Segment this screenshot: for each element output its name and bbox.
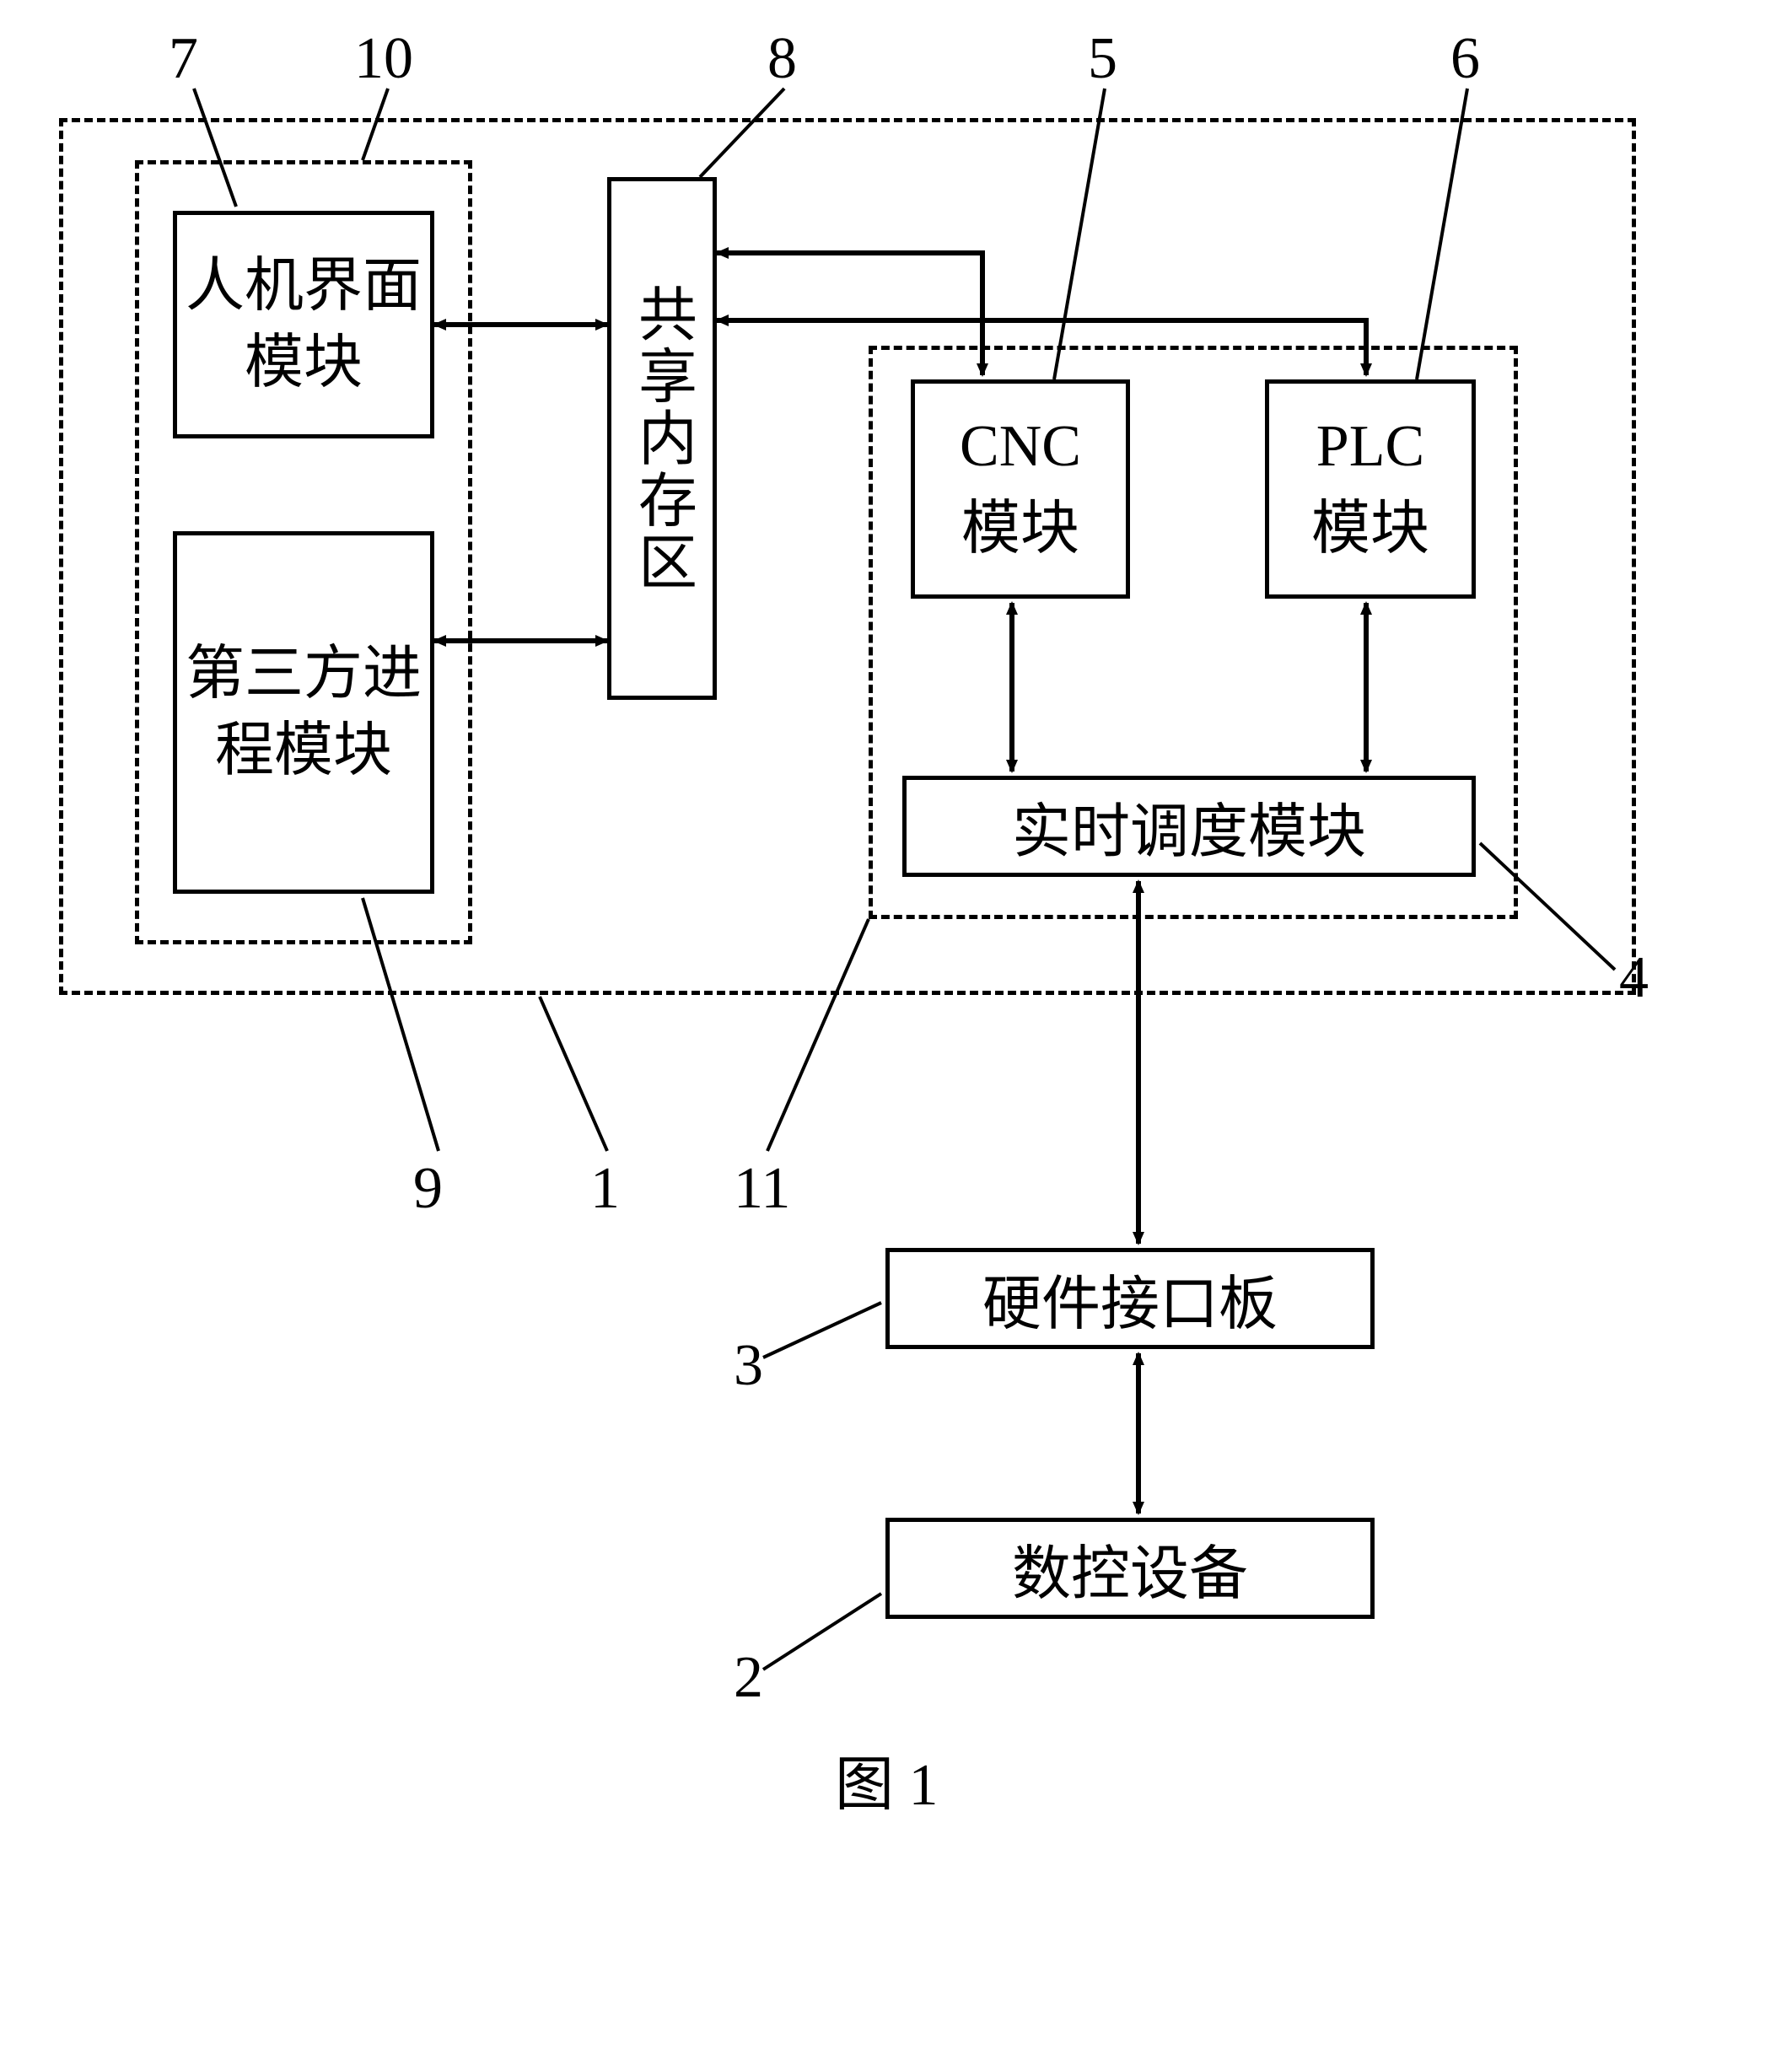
callout-4: 4	[1619, 944, 1649, 1012]
hwif-block: 硬件接口板	[885, 1248, 1375, 1349]
callout-11: 11	[734, 1155, 790, 1223]
shared-memory-block: 共享内存区	[607, 177, 717, 700]
callout-3: 3	[734, 1332, 763, 1400]
ncdev-block: 数控设备	[885, 1518, 1375, 1619]
callout-7: 7	[169, 25, 198, 93]
ncdev-label: 数控设备	[1012, 1526, 1248, 1611]
callout-5: 5	[1088, 25, 1117, 93]
plc-label: PLC 模块	[1311, 413, 1429, 566]
shared-memory-label: 共享内存区	[620, 283, 705, 594]
figure-caption: 图 1	[835, 1737, 939, 1822]
callout-9: 9	[413, 1155, 443, 1223]
cnc-label: CNC 模块	[960, 413, 1081, 566]
plc-block: PLC 模块	[1265, 379, 1476, 599]
hmi-block: 人机界面模块	[173, 211, 434, 438]
callout-10: 10	[354, 25, 413, 93]
rtsched-label: 实时调度模块	[1012, 784, 1366, 869]
cnc-block: CNC 模块	[911, 379, 1130, 599]
callout-6: 6	[1450, 25, 1480, 93]
callout-2: 2	[734, 1644, 763, 1712]
rtsched-block: 实时调度模块	[902, 776, 1476, 877]
hwif-label: 硬件接口板	[982, 1256, 1278, 1341]
callout-8: 8	[767, 25, 797, 93]
third-party-label: 第三方进程模块	[186, 636, 422, 789]
hmi-label: 人机界面模块	[186, 248, 422, 401]
callout-1: 1	[590, 1155, 620, 1223]
third-party-block: 第三方进程模块	[173, 531, 434, 894]
diagram-canvas: 人机界面模块 第三方进程模块 共享内存区 CNC 模块 PLC 模块 实时调度模…	[0, 0, 1792, 2070]
